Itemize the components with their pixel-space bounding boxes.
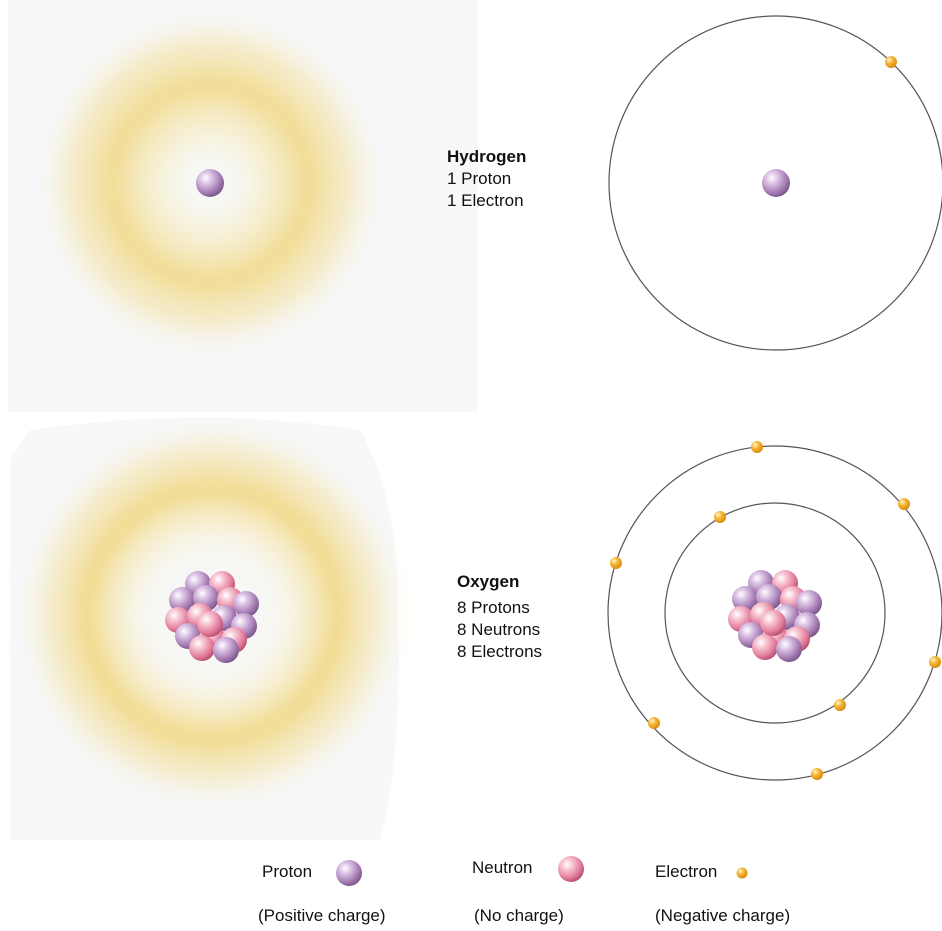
nucleus-proton [796, 590, 822, 616]
legend-proton-charge: (Positive charge) [258, 906, 386, 925]
nucleus-neutron [752, 634, 778, 660]
hydrogen-electron [885, 56, 897, 68]
legend-neutron-swatch [558, 856, 584, 882]
oxygen-outer-electron-3 [610, 557, 622, 569]
hydrogen-label: Hydrogen 1 Proton 1 Electron [447, 146, 526, 212]
oxygen-proton-count: 8 Protons [457, 598, 530, 617]
oxygen-outer-electron-6 [811, 768, 823, 780]
nucleus-proton [732, 586, 758, 612]
oxygen-title: Oxygen [457, 572, 520, 591]
oxygen-inner-orbit [664, 502, 886, 724]
legend-proton-label: Proton [262, 862, 313, 881]
oxygen-cloud-nucleus [165, 571, 259, 663]
oxygen-neutron-count: 8 Neutrons [457, 620, 541, 639]
hydrogen-cloud-proton [196, 169, 224, 197]
nucleus-proton [776, 636, 802, 662]
oxygen-outer-orbit [607, 445, 942, 781]
hydrogen-orbit [608, 15, 942, 351]
oxygen-outer-electron-2 [898, 498, 910, 510]
legend-proton-swatch [336, 860, 362, 886]
oxygen-inner-electron-1 [714, 511, 726, 523]
legend-electron-label: Electron [655, 862, 718, 881]
hydrogen-title: Hydrogen [447, 147, 527, 166]
hydrogen-electron-count: 1 Electron [447, 191, 524, 210]
oxygen-outer-electron-1 [751, 441, 763, 453]
nucleus-neutron [197, 611, 223, 637]
legend-neutron-charge: (No charge) [474, 906, 564, 925]
legend-neutron-label: Neutron [472, 858, 533, 877]
oxygen-outer-electron-5 [648, 717, 660, 729]
nucleus-proton [233, 591, 259, 617]
oxygen-outer-electron-4 [929, 656, 941, 668]
hydrogen-orbit-proton [762, 169, 790, 197]
oxygen-label: Oxygen 8 Protons 8 Neutrons 8 Electrons [457, 571, 542, 663]
oxygen-orbit-nucleus [728, 570, 822, 662]
legend-electron-charge: (Negative charge) [655, 906, 791, 925]
oxygen-electron-count: 8 Electrons [457, 642, 543, 661]
nucleus-neutron [760, 610, 786, 636]
nucleus-proton [213, 637, 239, 663]
nucleus-neutron [189, 635, 215, 661]
oxygen-inner-electron-2 [834, 699, 846, 711]
hydrogen-proton-count: 1 Proton [447, 169, 512, 188]
legend-electron-swatch [736, 867, 748, 879]
nucleus-proton [169, 587, 195, 613]
